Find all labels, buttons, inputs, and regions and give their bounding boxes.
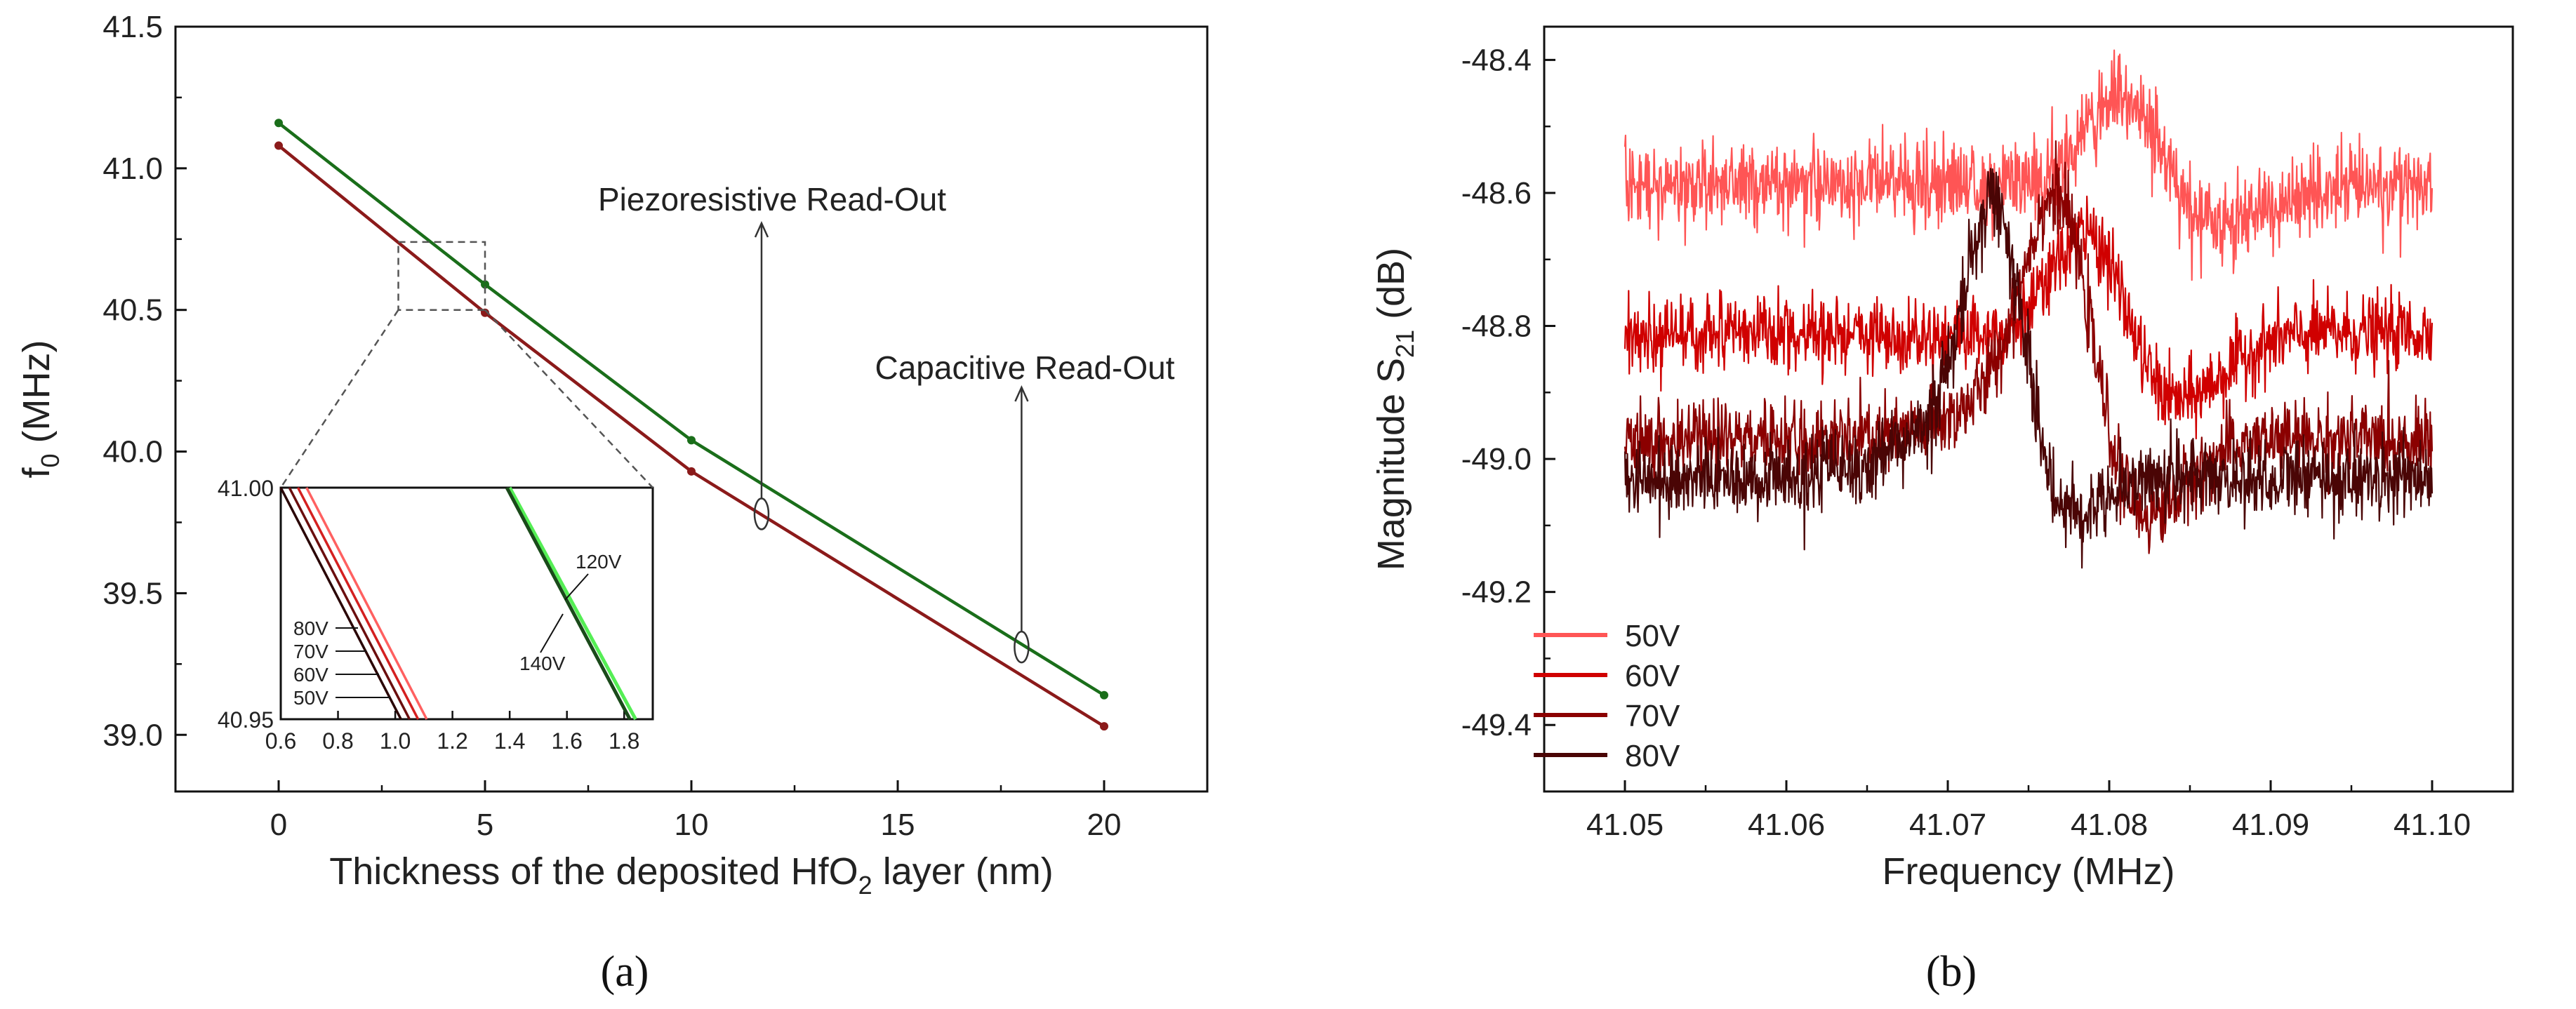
inset-label-80v: 80V xyxy=(293,617,328,639)
x-tick-label: 41.05 xyxy=(1586,808,1664,842)
series-line-capacitive xyxy=(277,144,1106,728)
y-tick-label: 39.5 xyxy=(102,576,163,610)
data-point xyxy=(1100,722,1108,731)
legend-label-60v: 60V xyxy=(1625,659,1680,693)
x-tick-label: 15 xyxy=(881,808,915,842)
plot-a-xlabel: Thickness of the deposited HfO2 layer (n… xyxy=(329,850,1053,900)
x-tick-label: 10 xyxy=(675,808,709,842)
inset-y-tick-label: 41.00 xyxy=(218,476,274,501)
legend-label-50v: 50V xyxy=(1625,619,1680,653)
inset-x-tick-label: 0.6 xyxy=(265,728,296,754)
y-tick-label: -48.8 xyxy=(1461,309,1532,344)
legend-label-80v: 80V xyxy=(1625,739,1680,773)
inset-x-tick-label: 0.8 xyxy=(322,728,353,754)
plot-a-ylabel: f0 (MHz) xyxy=(15,340,65,479)
inset-label-70v: 70V xyxy=(293,641,328,662)
inset-frame xyxy=(279,486,654,721)
x-tick-label: 5 xyxy=(477,808,493,842)
annotation-piezoresistive-arrowhead xyxy=(754,220,769,238)
legend-label-70v: 70V xyxy=(1625,699,1680,733)
y-tick-label: 41.0 xyxy=(102,152,163,186)
series-line-50v xyxy=(1624,49,2434,281)
data-point xyxy=(687,467,696,476)
series-line-70v xyxy=(1624,140,2434,554)
inset-line-70v xyxy=(288,487,411,720)
y-tick-label: -49.2 xyxy=(1461,575,1532,610)
inset-label-pointer xyxy=(540,613,564,653)
inset-line-120v xyxy=(507,486,637,721)
inset-line-50v xyxy=(305,487,428,720)
inset-x-tick-label: 1.6 xyxy=(551,728,582,754)
annotation-piezoresistive-label: Piezoresistive Read-Out xyxy=(598,181,946,218)
series-line-piezoresistive xyxy=(277,121,1106,697)
inset-x-tick-label: 1.0 xyxy=(380,728,411,754)
inset-x-tick-label: 1.8 xyxy=(609,728,639,754)
y-tick-label: 40.0 xyxy=(102,435,163,469)
inset-label-140v: 140V xyxy=(519,653,566,674)
inset-x-tick-label: 1.2 xyxy=(437,728,467,754)
inset-x-tick-label: 1.4 xyxy=(494,728,525,754)
y-tick-label: -49.4 xyxy=(1461,708,1532,742)
zoom-connector-left xyxy=(279,309,399,488)
y-tick-label: 41.5 xyxy=(102,10,163,44)
inset-label-120v: 120V xyxy=(576,551,622,573)
x-tick-label: 41.07 xyxy=(1909,808,1986,842)
inset-label-50v: 50V xyxy=(293,687,328,709)
x-tick-label: 0 xyxy=(270,808,287,842)
inset-line-140v xyxy=(505,486,632,721)
inset-y-tick-label: 40.95 xyxy=(218,707,274,733)
plot-b-xlabel: Frequency (MHz) xyxy=(1882,850,2175,893)
y-tick-label: -49.0 xyxy=(1461,442,1532,476)
x-tick-label: 41.06 xyxy=(1748,808,1825,842)
panel-b-chart: 41.05 41.06 41.07 41.08 41.09 41.10 -48.4 -48.6… xyxy=(1370,25,2514,893)
x-tick-label: 41.08 xyxy=(2071,808,2148,842)
plot-b-ylabel: Magnitude S21 (dB) xyxy=(1370,248,1419,570)
x-tick-label: 41.09 xyxy=(2232,808,2309,842)
y-tick-label: 40.5 xyxy=(102,293,163,328)
y-tick-label: -48.6 xyxy=(1461,176,1532,211)
panel-a-chart: 0 5 10 15 20 39.0 39.5 40.0 40.5 41.0 41.5 Thickne… xyxy=(15,10,1209,900)
inset-zoom-plot: 0.6 0.8 1.0 1.2 1.4 1.6 1.8 41.00 40.95 80V70V60… xyxy=(218,476,654,754)
inset-label-pointer xyxy=(564,573,589,601)
inset-line-80v xyxy=(279,487,402,720)
inset-line-60v xyxy=(296,487,420,720)
data-point xyxy=(1100,690,1108,700)
x-tick-label: 41.10 xyxy=(2394,808,2471,842)
y-tick-label: -48.4 xyxy=(1461,43,1532,77)
caption-b: (b) xyxy=(1926,948,1977,996)
data-point xyxy=(274,119,283,128)
y-tick-label: 39.0 xyxy=(102,718,163,752)
zoom-region-box xyxy=(397,241,486,311)
zoom-connector-right xyxy=(484,309,653,488)
x-tick-label: 20 xyxy=(1087,808,1122,842)
caption-a: (a) xyxy=(601,948,649,996)
data-point xyxy=(481,280,489,289)
plot-b-legend: 50V 60V 70V 80V xyxy=(1534,619,1680,773)
data-point xyxy=(274,141,283,150)
annotation-capacitive-label: Capacitive Read-Out xyxy=(875,349,1175,386)
data-point xyxy=(687,436,696,445)
inset-label-60v: 60V xyxy=(293,664,328,686)
series-line-80v xyxy=(1624,168,2434,569)
annotation-capacitive-arrowhead xyxy=(1014,385,1029,402)
